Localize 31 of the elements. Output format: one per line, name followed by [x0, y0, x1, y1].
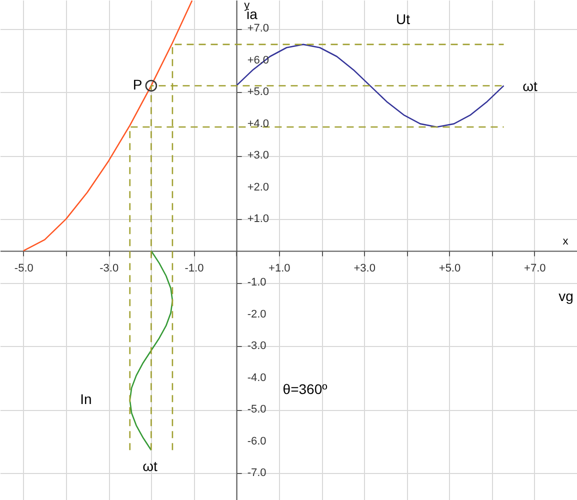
x-axis-title: x [562, 235, 569, 248]
annotation: ωt [142, 458, 158, 474]
y-tick-label: -7.0 [247, 467, 266, 480]
annotation: θ=360º [282, 381, 328, 397]
line-series [236, 44, 504, 128]
x-tick-label: +7.0 [524, 262, 546, 274]
x-tick-label: +3.0 [354, 262, 376, 274]
y-tick-label: +3.0 [247, 150, 270, 162]
annotation: Ut [396, 11, 410, 27]
annotation: vg [558, 288, 574, 304]
y-tick-label: +1.0 [247, 213, 270, 226]
x-tick-label: -1.0 [184, 262, 204, 274]
y-tick-label: -3.0 [247, 340, 266, 352]
x-tick-label: +5.0 [438, 262, 461, 274]
y-tick-label: -5.0 [247, 404, 266, 416]
line-series [22, 0, 193, 252]
series-label: P [132, 76, 142, 93]
y-tick-label: -4.0 [247, 372, 266, 384]
y-tick-label: +7.0 [247, 22, 270, 35]
x-tick-label: +1.0 [268, 262, 290, 274]
line-series [129, 250, 174, 451]
y-tick-label: -6.0 [247, 435, 266, 448]
x-tick-label: -5.0 [14, 262, 34, 274]
y-tick-label: -1.0 [247, 276, 266, 289]
y-tick-label: +2.0 [247, 181, 270, 194]
x-tick-label: -3.0 [100, 262, 119, 274]
y-tick-label: +5.0 [247, 86, 270, 98]
y-axis-title: y [244, 0, 250, 12]
annotation: In [80, 391, 92, 407]
annotation: ωt [522, 78, 538, 94]
y-tick-label: -2.0 [247, 308, 266, 320]
